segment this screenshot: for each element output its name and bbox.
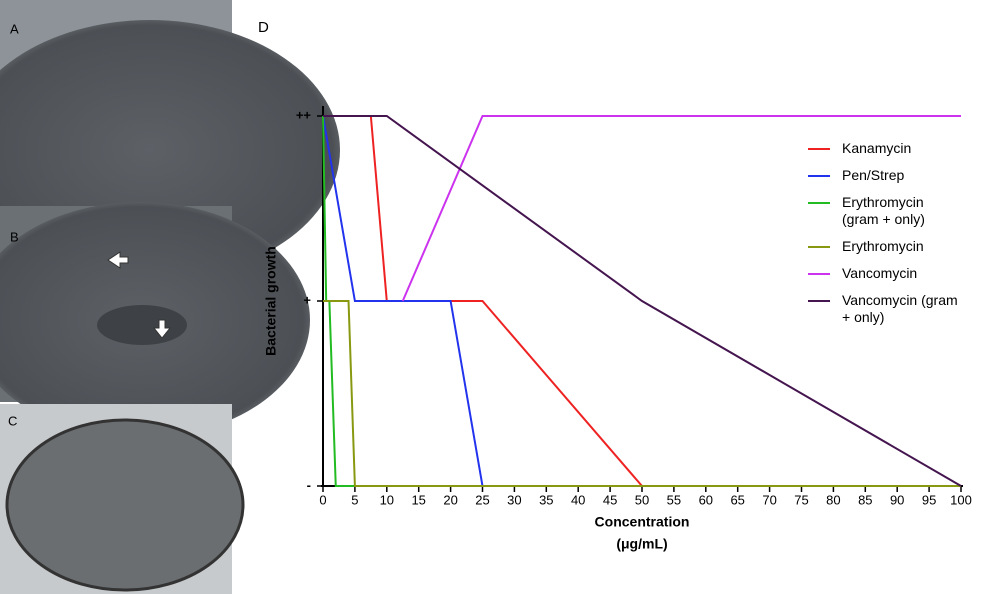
x-tick-label: 25 [475,492,489,507]
series-line [401,115,961,302]
x-tick-label: 5 [351,492,358,507]
series-line [323,300,961,487]
legend-entry: Kanamycin [808,140,958,157]
x-tick-label: 70 [762,492,776,507]
series-line [323,115,962,487]
x-tick-label: 100 [950,492,972,507]
x-tick-label: 75 [794,492,808,507]
legend-swatch [808,202,830,204]
legend-entry: Vancomycin [808,265,958,282]
legend-label: Erythromycin [842,238,924,254]
legend-entry: Pen/Strep [808,167,958,184]
legend-label: Erythromycin (gram + only) [842,194,925,227]
dish-c [5,418,245,592]
legend-entry: Erythromycin (gram + only) [808,194,958,228]
x-tick-label: 40 [571,492,585,507]
panel-label: D [258,19,269,36]
x-axis-label: (μg/mL) [616,536,667,552]
legend-swatch [808,148,830,150]
x-tick-label: 80 [826,492,840,507]
y-tick-label: ++ [296,107,312,122]
legend-label: Kanamycin [842,140,912,156]
legend-swatch [808,246,830,248]
x-tick-label: 50 [635,492,649,507]
legend-entry: Erythromycin [808,238,958,255]
x-tick-label: 60 [699,492,713,507]
x-tick-label: 45 [603,492,617,507]
clear-zone [97,305,187,345]
x-tick-label: 10 [380,492,394,507]
legend-label: Vancomycin (gram + only) [842,292,958,325]
legend-swatch [808,300,830,302]
legend-swatch [808,273,830,275]
x-tick-label: 85 [858,492,872,507]
y-tick-label: - [307,477,311,492]
x-tick-label: 35 [539,492,553,507]
y-tick-label: + [303,292,311,307]
panel-label: C [8,413,17,428]
x-tick-label: 65 [730,492,744,507]
y-axis-label: Bacterial growth [263,246,279,356]
panel-label: B [10,229,19,244]
legend-swatch [808,175,830,177]
x-tick-label: 95 [922,492,936,507]
legend-label: Pen/Strep [842,167,905,183]
x-tick-label: 15 [411,492,425,507]
x-tick-label: 55 [667,492,681,507]
arrow [152,319,172,339]
arrow [107,251,129,269]
legend: Kanamycin Pen/Strep Erythromycin (gram + o… [808,140,958,336]
x-tick-label: 30 [507,492,521,507]
x-axis-label: Concentration [595,514,690,530]
legend-label: Vancomycin [842,265,918,281]
legend-entry: Vancomycin (gram + only) [808,292,958,326]
x-tick-label: 0 [319,492,326,507]
panel-label: A [10,21,19,36]
x-tick-label: 20 [443,492,457,507]
x-tick-label: 90 [890,492,904,507]
